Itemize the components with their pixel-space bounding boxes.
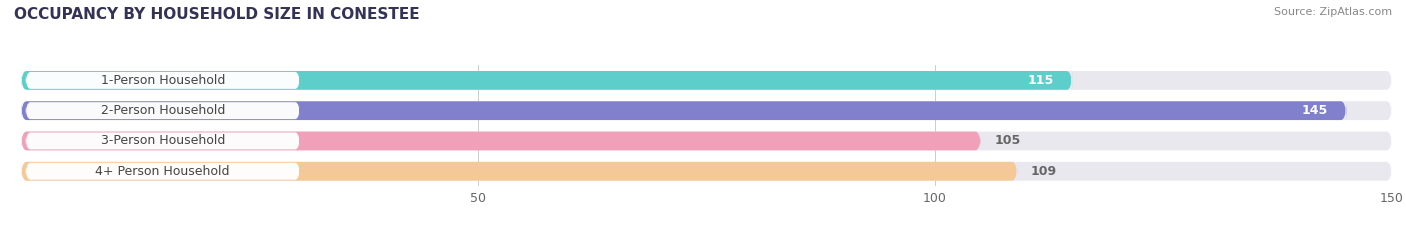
FancyBboxPatch shape <box>21 162 1392 181</box>
FancyBboxPatch shape <box>21 71 1073 90</box>
Text: 145: 145 <box>1302 104 1329 117</box>
Text: OCCUPANCY BY HOUSEHOLD SIZE IN CONESTEE: OCCUPANCY BY HOUSEHOLD SIZE IN CONESTEE <box>14 7 419 22</box>
FancyBboxPatch shape <box>25 163 299 180</box>
FancyBboxPatch shape <box>25 102 299 119</box>
Text: 105: 105 <box>994 134 1021 147</box>
Text: 1-Person Household: 1-Person Household <box>101 74 225 87</box>
FancyBboxPatch shape <box>21 132 1392 150</box>
Text: 4+ Person Household: 4+ Person Household <box>96 165 231 178</box>
FancyBboxPatch shape <box>25 72 299 89</box>
Text: Source: ZipAtlas.com: Source: ZipAtlas.com <box>1274 7 1392 17</box>
FancyBboxPatch shape <box>21 162 1018 181</box>
Text: 109: 109 <box>1031 165 1057 178</box>
Text: 2-Person Household: 2-Person Household <box>101 104 225 117</box>
FancyBboxPatch shape <box>21 71 1392 90</box>
Text: 115: 115 <box>1028 74 1054 87</box>
FancyBboxPatch shape <box>25 133 299 149</box>
FancyBboxPatch shape <box>21 101 1347 120</box>
FancyBboxPatch shape <box>21 132 981 150</box>
FancyBboxPatch shape <box>21 101 1392 120</box>
Text: 3-Person Household: 3-Person Household <box>101 134 225 147</box>
